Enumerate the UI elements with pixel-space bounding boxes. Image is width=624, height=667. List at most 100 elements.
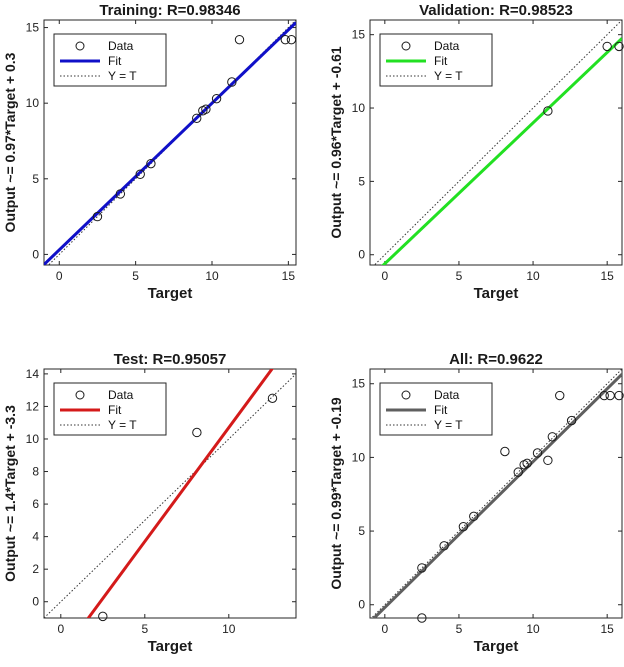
- y-tick-label: 10: [352, 101, 366, 115]
- y-tick-label: 12: [26, 399, 40, 413]
- y-tick-label: 0: [32, 247, 39, 261]
- x-tick-label: 0: [57, 622, 64, 636]
- data-point: [192, 427, 202, 438]
- data-point: [98, 611, 108, 622]
- legend-entry: Fit: [108, 403, 122, 417]
- y-axis-label: Output ~= 0.96*Target + -0.61: [328, 46, 344, 239]
- x-tick-label: 15: [282, 269, 296, 283]
- data-point: [547, 432, 558, 442]
- data-point: [280, 34, 291, 45]
- legend-entry: Data: [108, 388, 134, 402]
- data-point: [458, 521, 469, 532]
- y-tick-label: 5: [358, 174, 365, 188]
- y-axis-label: Output ~= 1.4*Target + -3.3: [2, 405, 18, 582]
- identity-line: [373, 20, 622, 265]
- data-point: [614, 41, 624, 52]
- data-point: [599, 390, 609, 401]
- x-tick-label: 0: [381, 622, 388, 636]
- data-point: [522, 458, 532, 468]
- y-tick-label: 4: [32, 530, 39, 544]
- x-tick-label: 10: [205, 269, 219, 283]
- data-point: [227, 77, 237, 87]
- legend-entry: Y = T: [108, 69, 137, 83]
- y-tick-label: 15: [26, 21, 40, 35]
- fit-line: [381, 37, 622, 265]
- legend-entry: Data: [434, 39, 460, 53]
- fit-line: [44, 21, 296, 265]
- y-tick-label: 0: [32, 595, 39, 609]
- y-tick-label: 15: [352, 28, 366, 42]
- data-point: [602, 41, 612, 52]
- data-point: [201, 104, 211, 114]
- data-point: [417, 563, 427, 573]
- legend-marker-data: [75, 41, 85, 51]
- legend-entry: Y = T: [434, 418, 463, 432]
- fit-line: [86, 369, 274, 618]
- plot-area: [373, 20, 622, 265]
- y-tick-label: 5: [32, 172, 39, 186]
- y-axis-label: Output ~= 0.99*Target + -0.19: [328, 397, 344, 590]
- x-axis-label: Target: [148, 285, 193, 302]
- x-tick-label: 10: [526, 622, 540, 636]
- y-axis-label: Output ~= 0.97*Target + 0.3: [2, 52, 18, 232]
- plot-area: [370, 369, 622, 618]
- legend-marker-data: [401, 390, 411, 400]
- data-point: [513, 467, 523, 477]
- x-tick-label: 5: [132, 269, 139, 283]
- x-tick-label: 10: [222, 622, 236, 636]
- legend-entry: Data: [108, 39, 134, 53]
- x-tick-label: 15: [600, 269, 614, 283]
- x-tick-label: 5: [141, 622, 148, 636]
- chart-title: Training: R=0.98346: [99, 2, 240, 19]
- data-point: [417, 613, 427, 623]
- x-tick-label: 15: [600, 622, 614, 636]
- legend-entry: Y = T: [434, 69, 463, 83]
- y-tick-label: 0: [358, 598, 365, 612]
- data-point: [439, 541, 449, 551]
- y-tick-label: 8: [32, 465, 39, 479]
- data-point: [135, 169, 145, 179]
- y-tick-label: 15: [352, 377, 366, 391]
- legend-entry: Fit: [434, 54, 448, 68]
- y-tick-label: 14: [26, 367, 40, 381]
- identity-line: [44, 373, 296, 618]
- data-point: [234, 34, 245, 45]
- legend-entry: Y = T: [108, 418, 137, 432]
- data-point: [555, 390, 565, 401]
- y-tick-label: 10: [26, 96, 40, 110]
- data-point: [614, 390, 624, 401]
- y-tick-label: 0: [358, 248, 365, 262]
- legend-entry: Fit: [434, 403, 448, 417]
- x-tick-label: 10: [526, 269, 540, 283]
- legend-entry: Data: [434, 388, 460, 402]
- x-tick-label: 5: [456, 269, 463, 283]
- chart-title: All: R=0.9622: [449, 351, 543, 368]
- y-tick-label: 6: [32, 497, 39, 511]
- data-point: [192, 113, 202, 124]
- data-point: [146, 158, 156, 169]
- y-tick-label: 5: [358, 524, 365, 538]
- legend-marker-data: [75, 390, 85, 400]
- plot-area: [44, 20, 296, 265]
- y-tick-label: 2: [32, 562, 39, 576]
- data-point: [211, 93, 222, 104]
- chart-title: Validation: R=0.98523: [419, 2, 573, 19]
- plot-area: [44, 369, 296, 618]
- y-tick-label: 10: [352, 450, 366, 464]
- x-tick-label: 5: [456, 622, 463, 636]
- legend-entry: Fit: [108, 54, 122, 68]
- data-point: [532, 448, 543, 458]
- x-axis-label: Target: [474, 285, 519, 302]
- data-point: [469, 511, 479, 522]
- data-point: [500, 446, 510, 457]
- fit-line: [372, 373, 622, 618]
